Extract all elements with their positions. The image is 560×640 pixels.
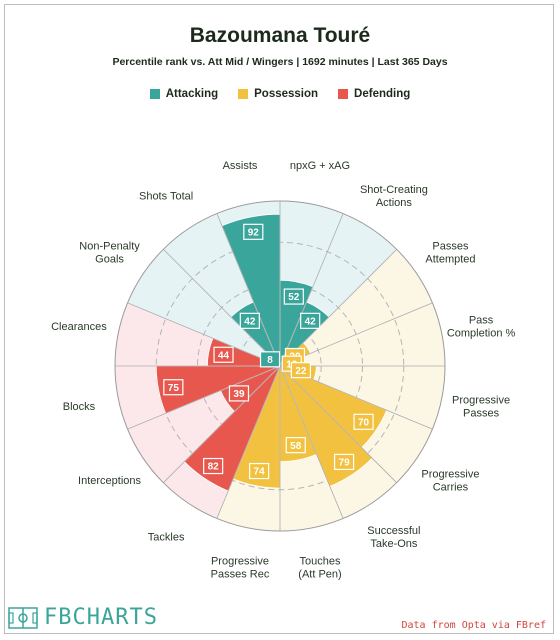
value-label: 22 — [290, 362, 311, 379]
svg-text:58: 58 — [290, 441, 302, 452]
spoke-line — [216, 365, 281, 519]
value-label: 74 — [249, 462, 270, 480]
value-label: 75 — [163, 379, 184, 396]
spoke-line — [163, 365, 281, 483]
category-label: Touches (Att Pen) — [298, 556, 341, 581]
category-label: Shot-Creating Actions — [360, 184, 428, 209]
logo-text: FBCHARTS — [44, 605, 158, 630]
spoke-line — [216, 213, 281, 367]
spoke-line — [279, 249, 397, 367]
chart-title: Bazoumana Touré — [189, 24, 371, 47]
category-label: npxG + xAG — [290, 160, 350, 172]
data-credit: Data from Opta via FBref — [401, 620, 547, 631]
category-label: Passes Attempted — [425, 241, 475, 266]
spoke-line — [163, 249, 281, 367]
svg-text:79: 79 — [339, 458, 351, 469]
fbcharts-logo: FBCHARTS — [8, 605, 158, 630]
category-label: Tackles — [148, 531, 185, 543]
category-label: Pass Completion % — [447, 315, 516, 340]
spoke-line — [279, 365, 344, 519]
spoke-line — [127, 365, 281, 430]
legend-label-defending: Defending — [354, 88, 411, 100]
value-label: 70 — [353, 413, 374, 430]
pitch-icon — [8, 606, 38, 629]
legend-item-defending: Defending — [338, 88, 410, 100]
svg-text:8: 8 — [267, 355, 273, 366]
value-label: 52 — [283, 288, 304, 305]
legend-swatch-possession — [238, 89, 249, 99]
spoke-line — [279, 365, 397, 483]
category-label: Progressive Passes Rec — [211, 556, 270, 581]
spoke-line — [127, 302, 281, 367]
category-label: Shots Total — [139, 191, 193, 203]
svg-text:39: 39 — [233, 389, 245, 400]
svg-text:75: 75 — [168, 383, 180, 394]
category-label: Successful Take-Ons — [367, 525, 420, 550]
value-label: 42 — [300, 312, 321, 329]
svg-text:42: 42 — [305, 316, 317, 327]
value-label: 42 — [239, 312, 260, 329]
chart-subtitle: Percentile rank vs. Att Mid / Wingers | … — [112, 56, 448, 68]
svg-text:70: 70 — [358, 417, 370, 428]
value-label: 92 — [243, 223, 264, 240]
svg-text:82: 82 — [208, 462, 220, 473]
value-label: 44 — [213, 346, 234, 363]
svg-text:52: 52 — [288, 292, 300, 303]
legend: Attacking Possession Defending — [0, 88, 560, 100]
spoke-line — [279, 302, 433, 367]
svg-text:22: 22 — [295, 366, 307, 377]
legend-label-possession: Possession — [254, 88, 319, 100]
value-label: 82 — [203, 457, 224, 475]
legend-item-attacking: Attacking — [149, 88, 219, 100]
category-label: Non-Penalty Goals — [79, 241, 140, 266]
svg-text:44: 44 — [218, 350, 230, 361]
category-label: Clearances — [51, 321, 107, 333]
legend-label-attacking: Attacking — [165, 88, 219, 100]
value-label: 79 — [333, 453, 355, 471]
value-label: 8 — [259, 351, 281, 368]
legend-swatch-attacking — [149, 89, 160, 99]
legend-swatch-defending — [338, 89, 349, 99]
svg-text:92: 92 — [248, 227, 260, 238]
svg-text:42: 42 — [244, 316, 256, 327]
svg-text:74: 74 — [254, 467, 266, 478]
legend-item-possession: Possession — [238, 88, 318, 100]
category-label: Interceptions — [78, 475, 141, 487]
category-label: Blocks — [63, 401, 96, 413]
category-label: Progressive Carries — [421, 468, 479, 493]
category-label: Assists — [223, 160, 258, 172]
value-label: 39 — [228, 385, 250, 402]
value-label: 58 — [285, 437, 306, 454]
category-label: Progressive Passes — [452, 394, 510, 419]
spoke-line — [279, 213, 344, 367]
